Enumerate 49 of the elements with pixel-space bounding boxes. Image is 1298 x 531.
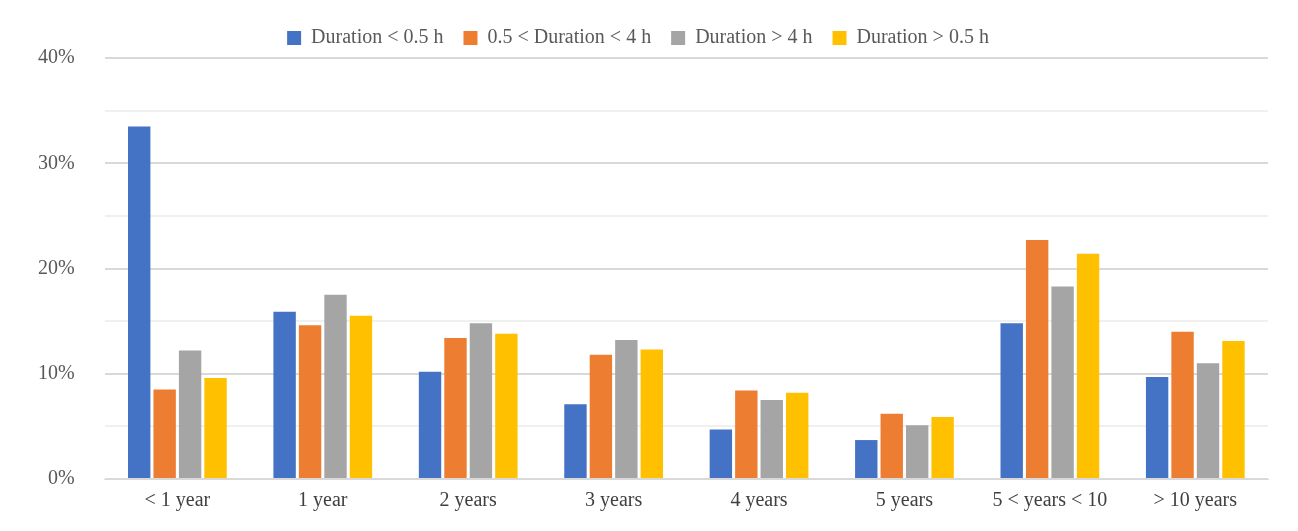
- x-tick-label: 5 years: [875, 488, 934, 512]
- bar: [589, 354, 613, 478]
- bar: [735, 390, 758, 478]
- bar: [760, 400, 783, 478]
- bar: [1000, 323, 1023, 478]
- bar: [931, 416, 954, 478]
- x-tick-label: 3 years: [585, 488, 643, 512]
- y-tick-label: 20%: [37, 255, 75, 278]
- y-tick-label: 30%: [37, 150, 75, 173]
- bar: [418, 371, 442, 478]
- y-tick-label: 10%: [37, 361, 75, 383]
- bar: [469, 323, 493, 478]
- legend-label: Duration > 4 h: [695, 25, 813, 48]
- bar: [273, 311, 296, 478]
- bar: [905, 425, 929, 478]
- bar: [298, 325, 322, 478]
- x-tick-label: > 10 years: [1153, 488, 1238, 512]
- x-tick-label: 1 year: [298, 488, 348, 512]
- bar: [128, 126, 151, 478]
- y-tick-label: 0%: [47, 466, 75, 489]
- y-tick-label: 40%: [37, 45, 75, 68]
- bar: [786, 392, 809, 478]
- bar: [1076, 253, 1100, 478]
- bar: [444, 337, 467, 478]
- bar: [1196, 363, 1220, 478]
- bar: [615, 340, 638, 478]
- bar: [1051, 286, 1074, 478]
- bar: [495, 333, 518, 478]
- bar: [855, 440, 878, 478]
- bar: [1222, 341, 1245, 478]
- bar: [204, 377, 227, 478]
- legend-label: 0.5 < Duration < 4 h: [487, 25, 652, 48]
- bar: [178, 350, 202, 478]
- bar: [880, 413, 903, 478]
- x-tick-label: 2 years: [439, 488, 498, 512]
- x-tick-label: 4 years: [730, 488, 788, 512]
- x-tick-label: 5 < years < 10: [992, 488, 1108, 512]
- bar: [1171, 331, 1194, 478]
- bar: [564, 404, 587, 478]
- legend-label: Duration < 0.5 h: [311, 25, 444, 48]
- bar: [1145, 376, 1169, 478]
- bar: [324, 294, 347, 478]
- bar: [153, 389, 176, 478]
- bar: [1025, 240, 1049, 478]
- bar: [709, 429, 733, 478]
- x-tick-label: < 1 year: [144, 488, 211, 512]
- bar: [640, 349, 663, 478]
- bar: [349, 315, 373, 478]
- legend-label: Duration > 0.5 h: [856, 25, 989, 48]
